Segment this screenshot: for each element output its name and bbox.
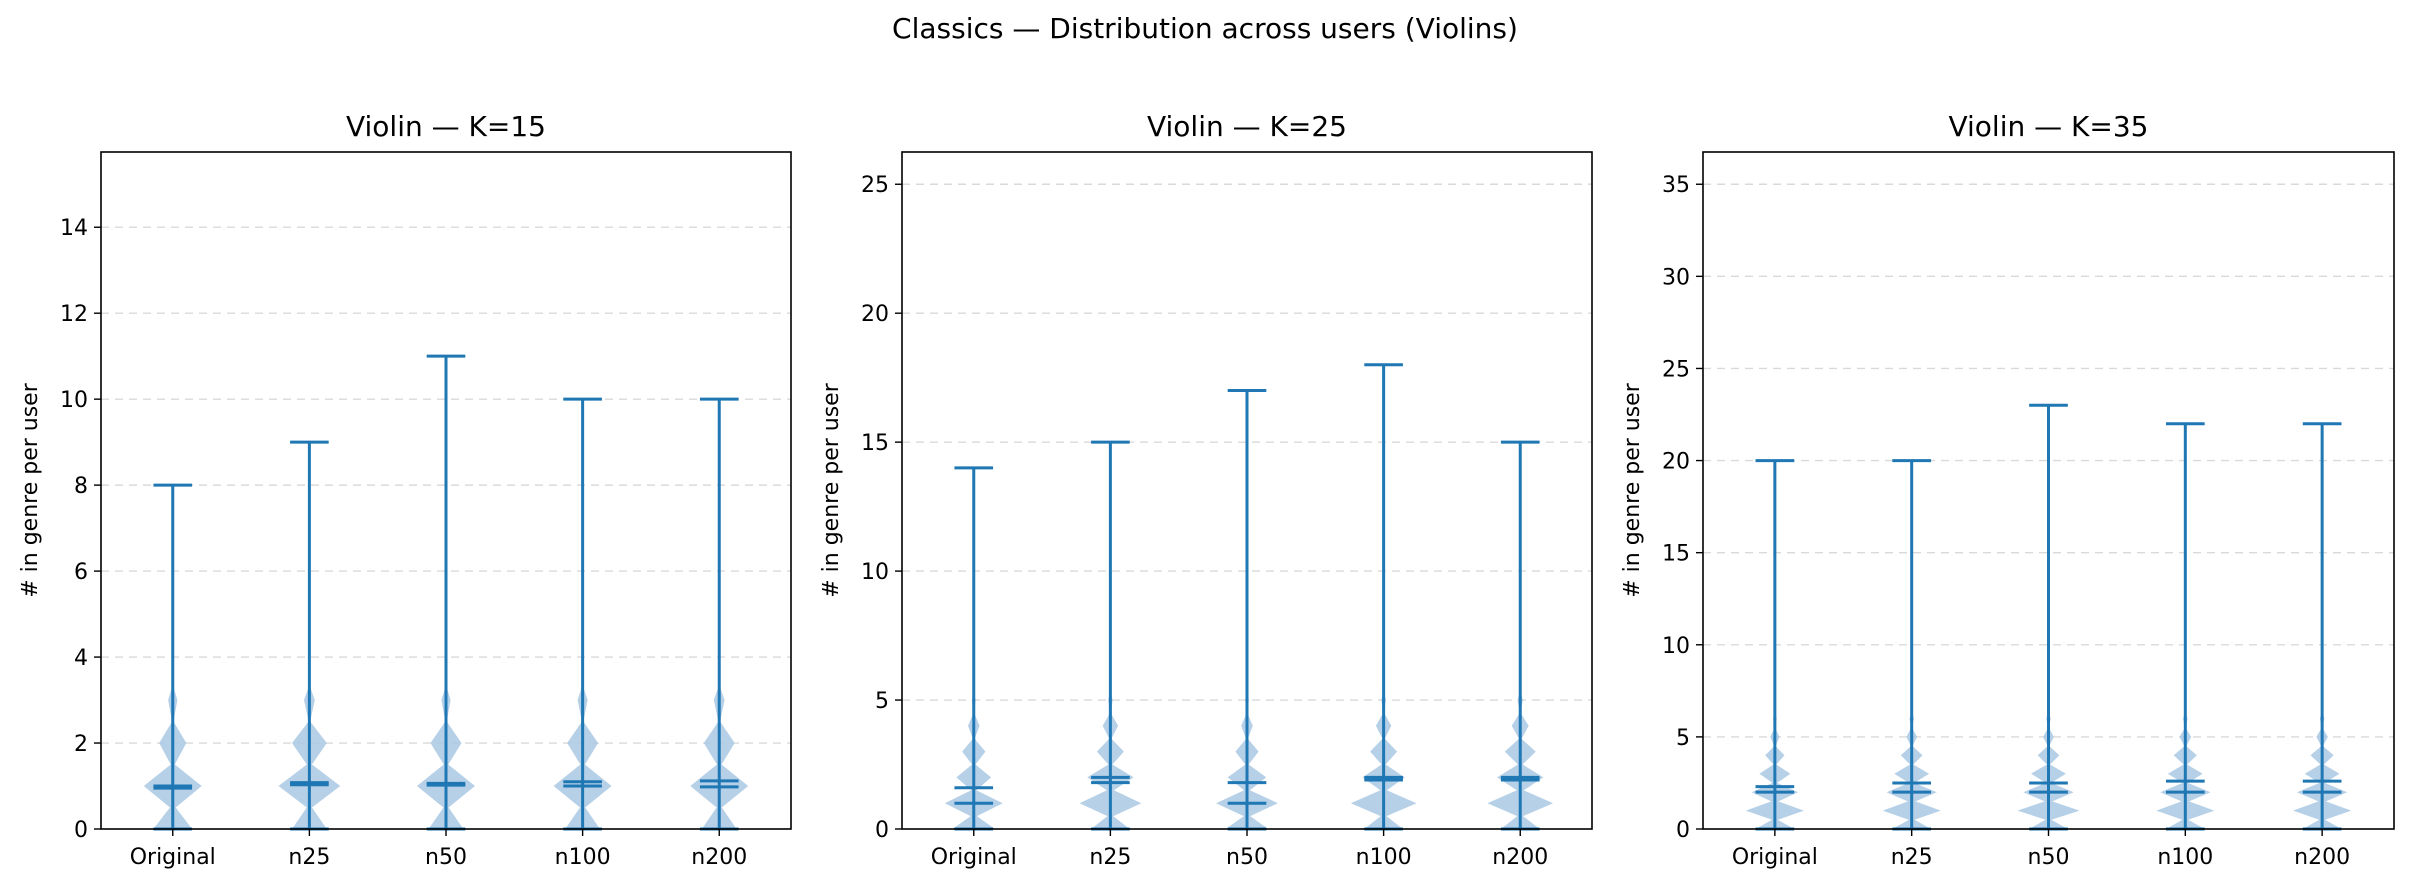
y-tick-label: 0 <box>1676 818 1690 843</box>
x-tick-label: n50 <box>425 845 467 870</box>
x-tick-label: n200 <box>2294 845 2350 870</box>
y-axis-label: # in genre per user <box>18 382 43 597</box>
y-tick-label: 15 <box>861 431 889 456</box>
x-tick-label: n50 <box>1226 845 1268 870</box>
y-tick-label: 0 <box>74 818 88 843</box>
y-tick-label: 15 <box>1662 542 1690 567</box>
x-tick-label: n100 <box>1356 845 1412 870</box>
y-tick-label: 10 <box>60 388 88 413</box>
x-tick-label: Original <box>1732 845 1818 870</box>
x-tick-label: n25 <box>1089 845 1131 870</box>
x-tick-label: n200 <box>1492 845 1548 870</box>
x-tick-label: Original <box>130 845 216 870</box>
chart-panel-3: 0 5 10 15 20 25 30 35 Original n25 n50 n100 n200 Viol… <box>1620 110 2395 870</box>
x-tick-label: Original <box>931 845 1017 870</box>
y-tick-label: 12 <box>60 302 88 327</box>
y-tick-label: 10 <box>861 560 889 585</box>
y-tick-label: 8 <box>74 474 88 499</box>
x-tick-label: n200 <box>691 845 747 870</box>
x-tick-label: n50 <box>2028 845 2070 870</box>
y-tick-label: 20 <box>1662 450 1690 475</box>
panel-title: Violin — K=15 <box>346 110 546 143</box>
chart-panel-1: 0 2 4 6 8 10 12 14 Original n25 n50 n100 n200 Violin … <box>18 110 792 870</box>
y-tick-label: 5 <box>1676 726 1690 751</box>
panel-title: Violin — K=25 <box>1147 110 1347 143</box>
chart-panels: 0 2 4 6 8 10 12 14 Original n25 n50 n100 n200 Violin … <box>18 110 2395 870</box>
y-axis-label: # in genre per user <box>1620 382 1645 597</box>
y-tick-label: 14 <box>60 216 88 241</box>
x-tick-label: n100 <box>2157 845 2213 870</box>
y-tick-label: 25 <box>1662 357 1690 382</box>
y-tick-label: 5 <box>875 689 889 714</box>
x-tick-label: n25 <box>288 845 330 870</box>
figure-title: Classics — Distribution across users (Vi… <box>892 12 1518 45</box>
y-tick-label: 0 <box>875 818 889 843</box>
y-tick-label: 20 <box>861 302 889 327</box>
y-tick-label: 4 <box>74 646 88 671</box>
y-axis-label: # in genre per user <box>819 382 844 597</box>
y-tick-label: 25 <box>861 173 889 198</box>
chart-panel-2: 0 5 10 15 20 25 Original n25 n50 n100 n200 Violin —… <box>819 110 1593 870</box>
x-tick-label: n25 <box>1891 845 1933 870</box>
y-tick-label: 10 <box>1662 634 1690 659</box>
y-tick-label: 2 <box>74 732 88 757</box>
y-tick-label: 35 <box>1662 173 1690 198</box>
x-tick-label: n100 <box>555 845 611 870</box>
y-tick-label: 6 <box>74 560 88 585</box>
y-tick-label: 30 <box>1662 265 1690 290</box>
panel-title: Violin — K=35 <box>1948 110 2148 143</box>
